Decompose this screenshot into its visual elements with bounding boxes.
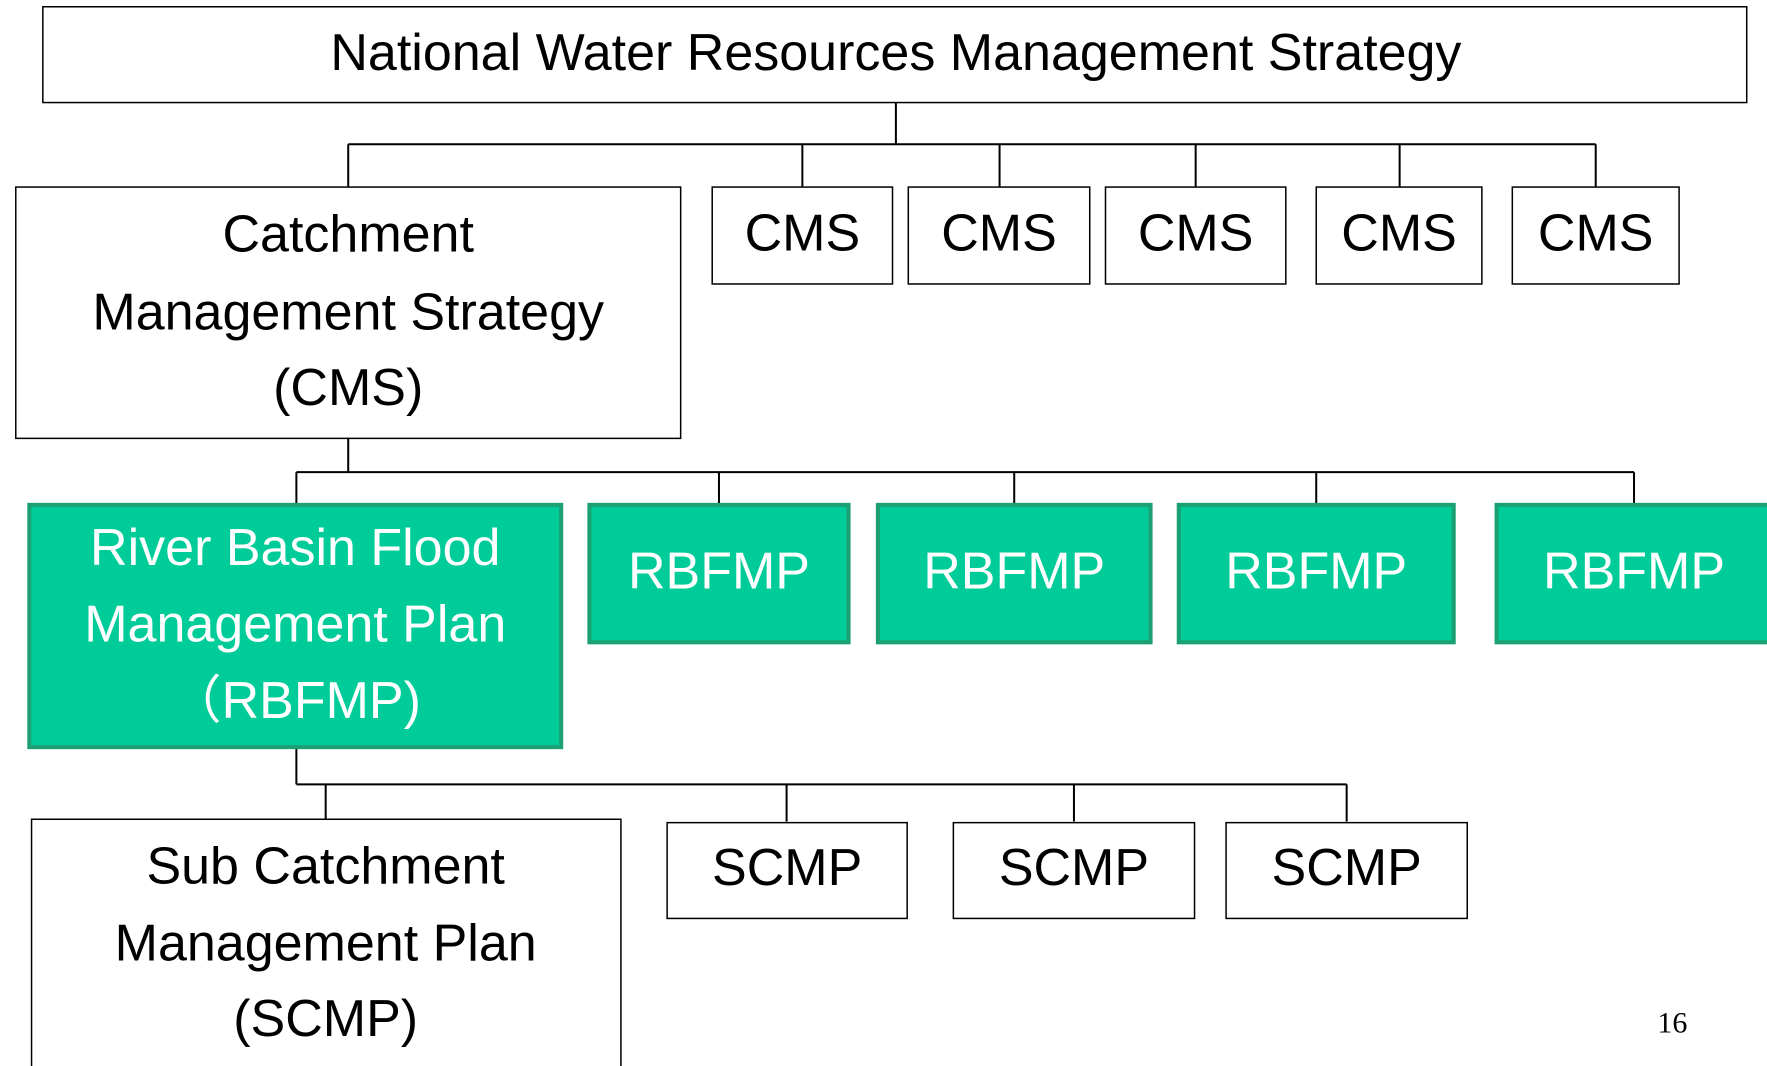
node-label: River Basin Flood bbox=[90, 519, 500, 577]
node-label: Management Plan bbox=[84, 595, 506, 653]
green-box bbox=[27, 502, 564, 750]
box bbox=[711, 186, 894, 285]
box bbox=[1225, 821, 1468, 920]
box bbox=[907, 186, 1091, 285]
node-label: CMS bbox=[941, 204, 1057, 262]
node-label: (SCMP) bbox=[233, 990, 418, 1048]
box bbox=[1104, 186, 1287, 285]
node-label: Management Plan bbox=[115, 914, 537, 972]
box bbox=[666, 821, 908, 920]
green-box bbox=[587, 502, 851, 645]
node-label: RBFMP bbox=[628, 542, 810, 600]
box bbox=[42, 6, 1748, 104]
node-label: RBFMP bbox=[1225, 542, 1407, 600]
green-box bbox=[1494, 502, 1767, 645]
node-label: (CMS) bbox=[273, 359, 423, 417]
node-label: CMS bbox=[1538, 204, 1654, 262]
node-label: CMS bbox=[1341, 204, 1457, 262]
node-label: Management Strategy bbox=[92, 283, 604, 341]
page-number: 16 bbox=[1657, 1006, 1687, 1039]
node-label: SCMP bbox=[999, 839, 1149, 897]
box bbox=[30, 818, 622, 1066]
node-label: CMS bbox=[745, 204, 861, 262]
box bbox=[1511, 186, 1680, 285]
green-box bbox=[875, 502, 1153, 645]
title: National Water Resources Management Stra… bbox=[330, 24, 1461, 82]
box bbox=[15, 186, 682, 440]
box bbox=[1315, 186, 1483, 285]
box bbox=[952, 821, 1196, 920]
node-label: RBFMP bbox=[923, 542, 1105, 600]
node-label: SCMP bbox=[1272, 839, 1422, 897]
node-label: （RBFMP) bbox=[170, 672, 421, 730]
node-label: RBFMP bbox=[1543, 542, 1725, 600]
node-label: Catchment bbox=[222, 206, 474, 264]
node-label: SCMP bbox=[712, 839, 862, 897]
node-label: CMS bbox=[1138, 204, 1254, 262]
node-label: Sub Catchment bbox=[146, 838, 505, 896]
green-box bbox=[1176, 502, 1456, 645]
